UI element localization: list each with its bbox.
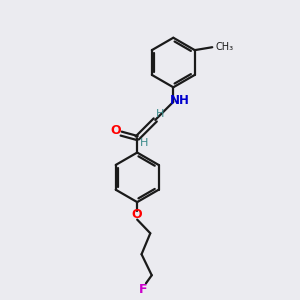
Text: NH: NH bbox=[170, 94, 190, 107]
Text: CH₃: CH₃ bbox=[216, 42, 234, 52]
Text: H: H bbox=[140, 138, 148, 148]
Text: O: O bbox=[132, 208, 142, 221]
Text: O: O bbox=[110, 124, 121, 137]
Text: F: F bbox=[139, 283, 147, 296]
Text: H: H bbox=[156, 109, 165, 118]
